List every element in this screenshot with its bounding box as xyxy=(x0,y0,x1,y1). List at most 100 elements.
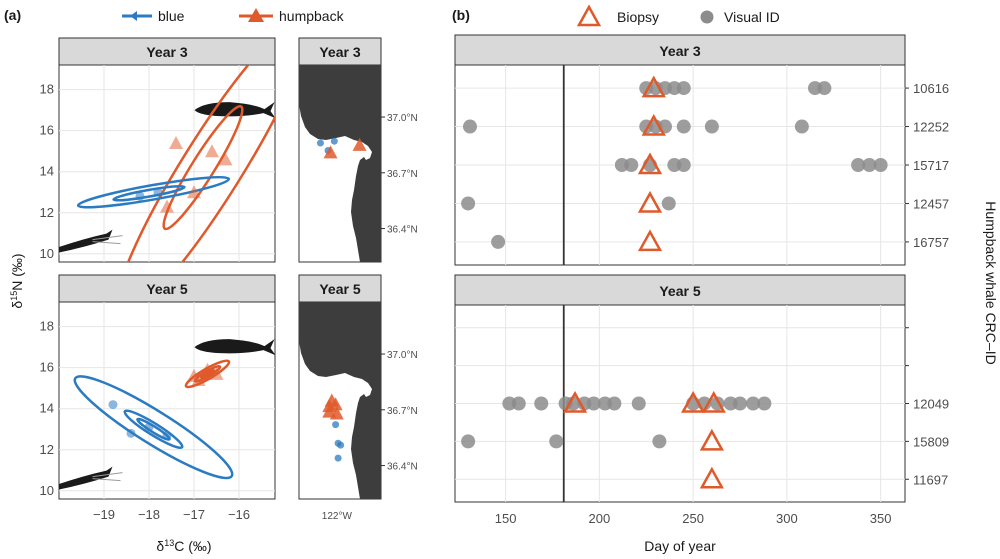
legend-biopsy-label: Biopsy xyxy=(617,9,659,25)
strip-a-year3-label: Year 3 xyxy=(146,44,187,60)
y-tick-label-a: 18 xyxy=(40,319,54,334)
legend-a: blue humpback xyxy=(122,8,345,24)
crc-id-label: 15809 xyxy=(913,434,949,449)
humpback-point xyxy=(191,372,206,386)
fish-silhouette xyxy=(194,339,275,355)
legend-humpback-label: humpback xyxy=(279,8,345,24)
map-blue-point xyxy=(330,137,338,145)
visual-id-point xyxy=(652,434,667,449)
map-blue-point xyxy=(337,441,345,449)
humpback-point xyxy=(169,135,183,149)
coastline-year5 xyxy=(299,302,381,499)
krill-antennae xyxy=(92,235,123,245)
humpback-point xyxy=(200,362,215,376)
map-year5-marks xyxy=(322,393,345,462)
humpback-ellipse xyxy=(114,65,275,262)
map-humpback-point xyxy=(323,145,338,159)
humpback-point xyxy=(218,152,233,166)
strip-a-year5-label: Year 5 xyxy=(146,281,187,297)
map-humpback-point xyxy=(324,393,339,407)
humpback-point xyxy=(187,185,201,199)
blue-ellipse xyxy=(136,417,171,441)
y-tick-label-a: 14 xyxy=(40,164,54,179)
panel-b-tag: (b) xyxy=(452,7,470,23)
x-tick-label-b: 350 xyxy=(870,511,892,526)
ticks-a: 10 12 14 16 18 10 12 14 16 18 −19 −18 −17 −16 xyxy=(40,82,251,522)
marks-b-year5 xyxy=(461,305,772,502)
map-blue-point xyxy=(332,421,340,429)
y-tick-label-a: 16 xyxy=(40,360,54,375)
map-lat-label: 36.4°N xyxy=(387,225,418,236)
visual-id-point xyxy=(607,396,622,411)
y-axis-label-a: δ15N (‰) xyxy=(9,253,25,308)
plot-a-year3 xyxy=(58,64,276,263)
biopsy-point xyxy=(641,75,666,98)
legend-humpback-marker xyxy=(248,8,264,22)
humpback-point xyxy=(160,199,174,213)
map-lat-label: 37.0°N xyxy=(387,113,418,124)
visual-id-point xyxy=(461,196,476,211)
blue-ellipse xyxy=(112,184,186,202)
map-humpback-point xyxy=(322,404,337,418)
biopsy-point xyxy=(699,428,724,451)
visual-id-point xyxy=(817,81,832,96)
marks-a-year5 xyxy=(59,339,275,490)
legend-biopsy-marker xyxy=(576,4,602,27)
legend-b: Biopsy Visual ID xyxy=(576,4,780,27)
blue-point xyxy=(126,428,136,438)
map-lat-label: 36.7°N xyxy=(387,406,418,417)
map-blue-point xyxy=(316,139,324,147)
y-tick-label-a: 14 xyxy=(40,401,54,416)
x-axis-label-b: Day of year xyxy=(644,538,716,554)
x-tick-label-a: −19 xyxy=(93,507,115,522)
crc-id-label: 12457 xyxy=(913,196,949,211)
blue-ellipse xyxy=(76,175,231,209)
marks-a-year3 xyxy=(59,65,275,262)
x-tick-label-b: 250 xyxy=(682,511,704,526)
coastline-year3 xyxy=(299,65,381,262)
grid-b-year5 xyxy=(455,305,905,502)
visual-id-point xyxy=(862,158,877,172)
strip-b-year3 xyxy=(454,34,906,66)
visual-id-point xyxy=(491,234,506,249)
crc-id-label: 16757 xyxy=(913,235,949,250)
visual-id-point xyxy=(661,196,676,211)
strip-a-year3 xyxy=(58,37,276,66)
strip-b-year3-label: Year 3 xyxy=(659,43,700,59)
krill-antennae xyxy=(92,472,123,482)
krill-silhouette xyxy=(59,466,113,490)
krill-silhouette xyxy=(59,229,113,253)
map-blue-point xyxy=(334,454,342,462)
biopsy-point xyxy=(681,390,706,413)
map-year5-content xyxy=(299,302,381,499)
blue-point xyxy=(135,191,145,201)
blue-point xyxy=(162,430,172,440)
humpback-ellipse xyxy=(162,105,244,231)
strip-map-year5 xyxy=(298,274,382,303)
biopsy-point xyxy=(641,113,666,136)
x-tick-label-b: 300 xyxy=(776,511,798,526)
crc-id-label: 12252 xyxy=(913,120,949,135)
visual-id-point xyxy=(873,158,888,172)
legend-blue-marker xyxy=(130,11,137,21)
crc-id-label: 10616 xyxy=(913,81,949,96)
crc-id-label: 15717 xyxy=(913,158,949,173)
visual-id-point xyxy=(794,119,809,134)
visual-id-point xyxy=(704,119,719,134)
crc-id-label: 11697 xyxy=(913,472,948,487)
map-lat-label: 36.4°N xyxy=(387,462,418,473)
biopsy-point xyxy=(637,152,663,175)
y-tick-label-a: 12 xyxy=(40,205,54,220)
blue-ellipse xyxy=(73,375,234,480)
map-lat-label: 36.7°N xyxy=(387,169,418,180)
biopsy-point xyxy=(562,390,588,413)
panel-a-tag: (a) xyxy=(4,7,21,23)
visual-id-point xyxy=(586,396,601,411)
visual-id-point xyxy=(851,158,866,172)
strip-b-year5-label: Year 5 xyxy=(659,283,700,299)
map-year3-content xyxy=(299,65,381,262)
legend-visual-label: Visual ID xyxy=(724,9,780,25)
y-tick-label-a: 10 xyxy=(40,483,54,498)
y-tick-label-a: 16 xyxy=(40,123,54,138)
blue-point xyxy=(144,422,154,432)
